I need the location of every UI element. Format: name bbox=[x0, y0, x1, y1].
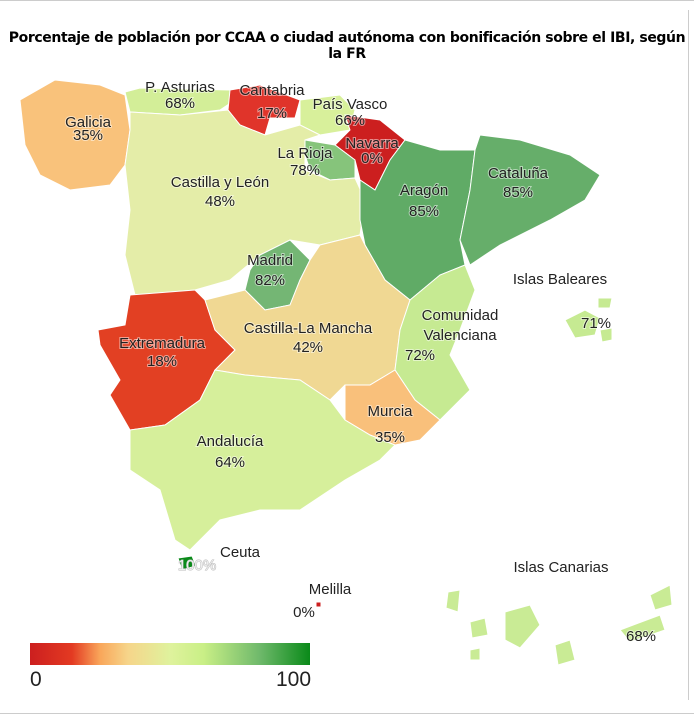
region-canarias[interactable] bbox=[469, 647, 481, 661]
region-value-label: 35% bbox=[73, 127, 103, 144]
region-value-label: 68% bbox=[626, 628, 656, 645]
region-value-label: 48% bbox=[205, 193, 235, 210]
region-value-label: 100% bbox=[178, 557, 216, 574]
region-valencia[interactable] bbox=[394, 264, 476, 421]
border-right bbox=[688, 10, 689, 700]
region-value-label: 64% bbox=[215, 454, 245, 471]
region-value-label: 0% bbox=[361, 150, 383, 167]
region-cataluna[interactable] bbox=[459, 134, 601, 266]
region-name-label: Islas Canarias bbox=[513, 559, 608, 576]
color-scale-legend bbox=[30, 643, 310, 665]
region-value-label: 85% bbox=[503, 184, 533, 201]
region-canarias[interactable] bbox=[445, 589, 461, 613]
region-baleares[interactable] bbox=[564, 309, 601, 339]
region-value-label: 42% bbox=[293, 339, 323, 356]
region-value-label: 68% bbox=[165, 95, 195, 112]
legend-max-label: 100 bbox=[276, 668, 312, 691]
region-baleares[interactable] bbox=[597, 297, 613, 309]
region-name-label: Cantabria bbox=[239, 82, 305, 99]
map-title: Porcentaje de población por CCAA o ciuda… bbox=[8, 30, 686, 62]
region-name-label: La Rioja bbox=[277, 145, 333, 162]
region-value-label: 85% bbox=[409, 203, 439, 220]
region-value-label: 72% bbox=[405, 347, 435, 364]
region-value-label: 71% bbox=[581, 315, 611, 332]
region-value-label: 17% bbox=[257, 105, 287, 122]
region-andalucia[interactable] bbox=[129, 369, 396, 551]
region-name-label: Extremadura bbox=[119, 335, 206, 352]
region-canarias[interactable] bbox=[619, 614, 666, 643]
region-canarias[interactable] bbox=[554, 639, 576, 666]
region-name-label: Castilla y León bbox=[171, 174, 269, 191]
region-baleares[interactable] bbox=[599, 327, 613, 343]
region-value-label: 66% bbox=[335, 112, 365, 129]
region-name-label: Castilla-La Mancha bbox=[244, 320, 373, 337]
region-value-label: 35% bbox=[375, 429, 405, 446]
region-name-label: Murcia bbox=[367, 403, 413, 420]
region-name-label: P. Asturias bbox=[145, 79, 215, 96]
region-ceuta[interactable] bbox=[177, 555, 197, 571]
region-name-label: Ceuta bbox=[220, 544, 261, 561]
region-name-label: Cataluña bbox=[488, 165, 549, 182]
region-value-label: 0% bbox=[293, 604, 315, 621]
region-name-label: Navarra bbox=[345, 135, 399, 152]
region-name-label: Andalucía bbox=[197, 433, 264, 450]
border-top bbox=[0, 0, 694, 1]
region-canarias[interactable] bbox=[504, 604, 541, 649]
region-name-label: Comunidad Valenciana bbox=[422, 307, 499, 344]
legend-min-label: 0 bbox=[30, 668, 42, 691]
region-name-label: Melilla bbox=[309, 581, 352, 598]
region-canarias[interactable] bbox=[649, 584, 673, 611]
region-value-label: 82% bbox=[255, 272, 285, 289]
region-name-label: Galicia bbox=[65, 114, 112, 131]
region-name-label: Aragón bbox=[400, 182, 448, 199]
region-value-label: 18% bbox=[147, 353, 177, 370]
border-bottom bbox=[0, 713, 694, 714]
region-name-label: País Vasco bbox=[313, 96, 388, 113]
region-value-label: 78% bbox=[290, 162, 320, 179]
region-canarias[interactable] bbox=[469, 617, 489, 639]
region-name-label: Islas Baleares bbox=[513, 271, 607, 288]
region-name-label: Madrid bbox=[247, 252, 293, 269]
region-melilla[interactable] bbox=[315, 601, 322, 608]
